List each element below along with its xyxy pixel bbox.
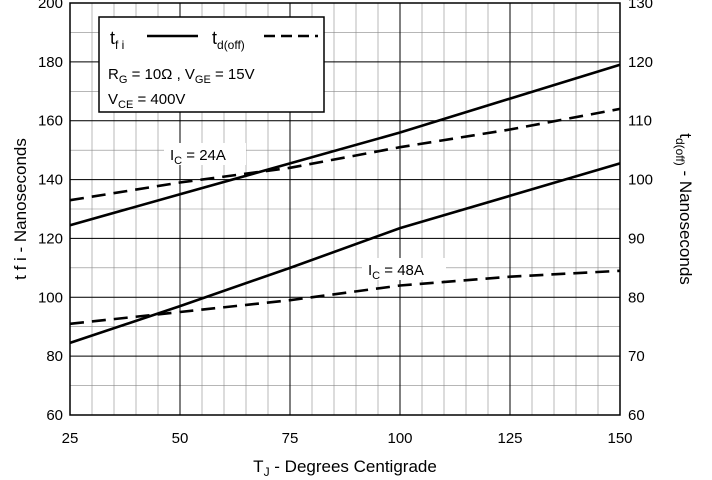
series-line-tfi-ic48a <box>69 162 621 345</box>
y-left-tick-label: 140 <box>38 172 63 189</box>
y-right-tick-label: 70 <box>628 348 645 365</box>
plot-frame <box>69 2 621 416</box>
y-left-tick-label: 100 <box>38 289 63 306</box>
legend-rg: R <box>108 66 119 83</box>
y-axis-right-label-main: t <box>676 133 695 138</box>
y-right-tick-label: 90 <box>628 230 645 247</box>
annotation-prefix: I <box>170 147 174 164</box>
legend-vge-rest: = 15V <box>211 66 255 83</box>
y-axis-left-label: t f i - Nanoseconds <box>11 138 30 280</box>
x-tick-label: 100 <box>387 430 412 447</box>
annotation-sub: C <box>174 155 182 167</box>
x-axis-label: TJ - Degrees Centigrade <box>253 457 437 479</box>
x-tick-label: 25 <box>62 430 79 447</box>
annotation-bg <box>164 143 246 165</box>
x-tick-labels: 25 50 75 100 125 150 <box>62 430 633 447</box>
annotation-ic-24a: IC = 24A <box>170 147 226 167</box>
legend-vce: V <box>108 91 118 108</box>
legend-conditions-2: VCE = 400V <box>108 91 185 111</box>
y-left-tick-labels: 60 80 100 120 140 160 180 200 <box>38 0 63 424</box>
legend-vce-sub: CE <box>118 99 133 111</box>
x-tick-label: 125 <box>497 430 522 447</box>
legend-vge-sub: GE <box>195 74 211 86</box>
y-left-tick-label: 160 <box>38 113 63 130</box>
x-tick-label: 50 <box>172 430 189 447</box>
legend-rg-sub: G <box>119 74 128 86</box>
legend-tfi-sub: f i <box>115 38 124 52</box>
y-axis-right-label-sub: d(off) <box>673 138 687 166</box>
legend-tdoff-sub: d(off) <box>217 38 245 52</box>
y-left-tick-label: 200 <box>38 0 63 12</box>
legend-conditions-1: RG = 10Ω , VGE = 15V <box>108 66 255 86</box>
x-tick-label: 150 <box>607 430 632 447</box>
legend-tfi-label: tf i <box>110 28 124 52</box>
legend-vce-rest: = 400V <box>133 91 185 108</box>
annotation-rest: = 48A <box>380 262 424 279</box>
series-line-tdoff-ic48a <box>69 269 621 326</box>
y-axis-right-label-rest: - Nanoseconds <box>676 166 695 285</box>
x-axis-label-rest: - Degrees Centigrade <box>270 457 437 476</box>
y-left-tick-label: 120 <box>38 230 63 247</box>
annotation-ic-48a: IC = 48A <box>368 262 424 282</box>
legend-tfi-main: t <box>110 28 115 48</box>
x-axis-label-sub: J <box>264 465 270 479</box>
annotation-rest: = 24A <box>182 147 226 164</box>
y-left-tick-label: 60 <box>46 407 63 424</box>
series-lines <box>69 63 621 345</box>
y-right-tick-label: 100 <box>628 172 653 189</box>
series-line-tfi-ic24a <box>69 63 621 227</box>
y-right-tick-label: 120 <box>628 54 653 71</box>
annotation-bg <box>362 258 446 280</box>
y-right-tick-label: 130 <box>628 0 653 12</box>
x-axis-label-main: T <box>253 457 263 476</box>
series-line-tdoff-ic24a <box>69 107 621 202</box>
y-right-tick-labels: 60 70 80 90 100 110 120 130 <box>628 0 653 424</box>
y-right-tick-label: 60 <box>628 407 645 424</box>
y-right-tick-label: 80 <box>628 289 645 306</box>
legend-tdoff-label: td(off) <box>212 28 245 52</box>
annotation-sub: C <box>372 270 380 282</box>
y-axis-right-label: td(off) - Nanoseconds <box>673 133 695 285</box>
legend-rg-rest: = 10Ω , V <box>127 66 195 83</box>
x-tick-label: 75 <box>282 430 299 447</box>
y-right-tick-label: 110 <box>628 113 652 130</box>
y-left-tick-label: 180 <box>38 54 63 71</box>
legend: tf i td(off) RG = 10Ω , VGE = 15V VCE = … <box>98 16 325 113</box>
legend-tdoff-main: t <box>212 28 217 48</box>
y-left-tick-label: 80 <box>46 348 63 365</box>
annotations: IC = 24A IC = 48A <box>164 143 446 282</box>
annotation-prefix: I <box>368 262 372 279</box>
legend-box <box>98 16 325 113</box>
